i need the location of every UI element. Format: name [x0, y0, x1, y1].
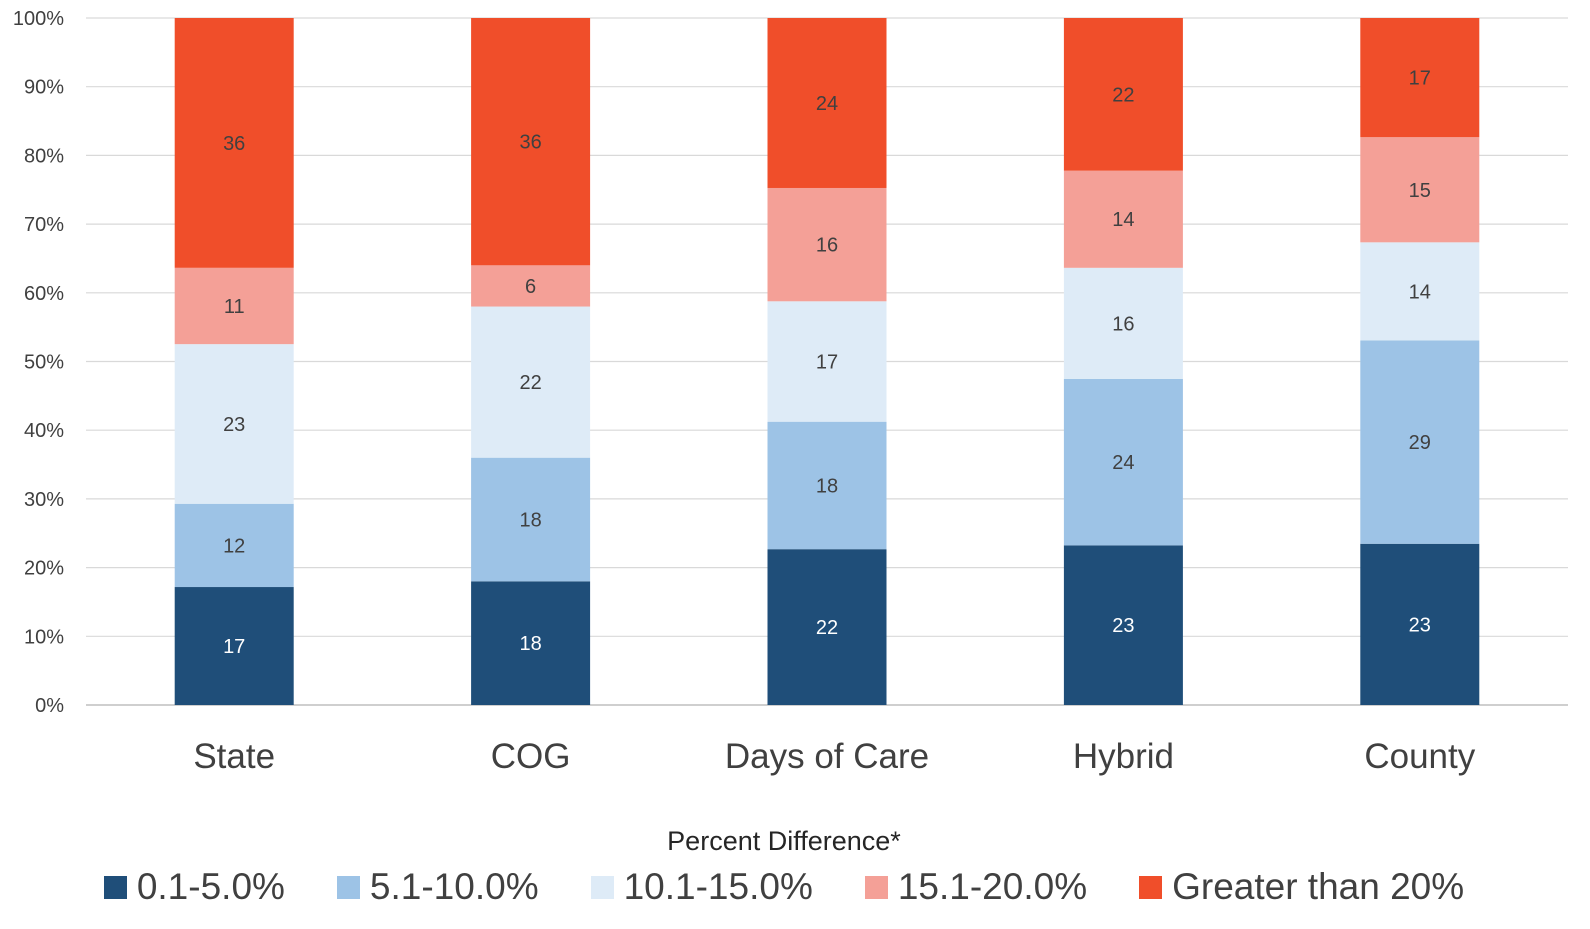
- legend-label: 15.1-20.0%: [897, 866, 1088, 907]
- bar-segment: [1063, 18, 1183, 171]
- bar-segment: [767, 549, 887, 705]
- data-label: 15: [1409, 180, 1431, 202]
- legend-swatch: [103, 875, 127, 899]
- bar-segment: [1360, 543, 1480, 705]
- data-label: 17: [1409, 68, 1431, 90]
- bar-segment: [471, 265, 591, 307]
- y-tick-label: 20%: [24, 558, 64, 580]
- data-label: 36: [519, 132, 541, 154]
- data-label: 22: [519, 372, 541, 394]
- data-label: 16: [816, 235, 838, 257]
- bar-segment: [471, 306, 591, 458]
- y-tick-label: 90%: [24, 77, 64, 99]
- y-tick-label: 60%: [24, 283, 64, 305]
- data-label: 22: [1112, 84, 1134, 106]
- stacked-bar-chart: 0% 10% 20% 30% 40% 50% 60% 70% 80% 90% 100% 17 12 23…: [13, 8, 1568, 776]
- bar-segment: [1063, 545, 1183, 705]
- legend-swatch: [1139, 875, 1163, 899]
- legend-swatch: [336, 875, 360, 899]
- bar-segment: [1360, 18, 1480, 138]
- legend-label: 0.1-5.0%: [136, 866, 285, 907]
- x-tick-label: Hybrid: [1073, 737, 1174, 776]
- y-axis: 0% 10% 20% 30% 40% 50% 60% 70% 80% 90% 100%: [13, 8, 64, 717]
- bar-segment: [174, 587, 294, 705]
- bar-segment: [1360, 340, 1480, 544]
- legend-label: 10.1-15.0%: [623, 866, 813, 907]
- bar-segment: [1063, 170, 1183, 268]
- legend-item: Greater than 20%: [1139, 866, 1464, 908]
- data-label: 18: [519, 510, 541, 532]
- bar-segment: [767, 301, 887, 422]
- y-tick-label: 70%: [24, 214, 64, 236]
- data-label: 23: [1409, 614, 1431, 636]
- y-tick-label: 80%: [24, 145, 64, 167]
- data-label: 24: [816, 93, 838, 115]
- legend-item: 10.1-15.0%: [590, 866, 813, 908]
- x-tick-label: COG: [491, 737, 571, 776]
- data-label: 29: [1409, 432, 1431, 454]
- data-label: 14: [1112, 209, 1134, 231]
- legend-item: 5.1-10.0%: [336, 866, 539, 908]
- bar-segment: [767, 18, 887, 188]
- x-axis: State COG Days of Care Hybrid County: [193, 737, 1475, 776]
- data-label: 24: [1112, 452, 1134, 474]
- bar-segment: [767, 421, 887, 550]
- data-label: 22: [816, 617, 838, 639]
- data-label: 18: [519, 633, 541, 655]
- data-label: 23: [223, 414, 245, 436]
- y-tick-label: 0%: [35, 695, 64, 717]
- data-label: 14: [1409, 281, 1431, 303]
- x-tick-label: Days of Care: [725, 737, 929, 776]
- bar-segment: [174, 344, 294, 504]
- bar-segment: [1063, 378, 1183, 546]
- data-label: 6: [525, 276, 536, 298]
- bar-segment: [471, 581, 591, 705]
- y-tick-label: 40%: [24, 420, 64, 442]
- legend-label: 5.1-10.0%: [369, 866, 539, 907]
- legend-item: 15.1-20.0%: [864, 866, 1088, 908]
- bar-segment: [174, 503, 294, 588]
- data-label: 17: [223, 636, 245, 658]
- data-label: 36: [223, 133, 245, 155]
- data-label: 16: [1112, 313, 1134, 335]
- legend-swatch: [590, 875, 614, 899]
- y-tick-label: 50%: [24, 352, 64, 374]
- y-tick-label: 100%: [13, 8, 64, 30]
- bar-segment: [1063, 267, 1183, 379]
- bars: 17 12 23 11 36 18 18 22 6 36 22 18 17 16 24 23 24 16 14 22 2…: [174, 18, 1480, 705]
- bar-segment: [174, 267, 294, 345]
- bar-segment: [1360, 137, 1480, 243]
- legend-swatch: [864, 875, 888, 899]
- bar-segment: [471, 457, 591, 582]
- legend-item: 0.1-5.0%: [103, 866, 285, 908]
- legend-label: Greater than 20%: [1172, 866, 1465, 907]
- bar-segment: [471, 18, 591, 266]
- bar-segment: [767, 187, 887, 302]
- bar-segment: [174, 18, 294, 268]
- x-tick-label: State: [193, 737, 275, 776]
- data-label: 23: [1112, 615, 1134, 637]
- data-label: 11: [224, 296, 245, 318]
- data-label: 12: [223, 535, 245, 557]
- y-tick-label: 10%: [24, 626, 64, 648]
- legend: 0.1-5.0% 5.1-10.0% 10.1-15.0% 15.1-20.0% Gre…: [0, 866, 1568, 908]
- x-tick-label: County: [1364, 737, 1475, 776]
- bar-segment: [1360, 242, 1480, 341]
- legend-title: Percent Difference*: [667, 826, 901, 856]
- y-tick-label: 30%: [24, 489, 64, 511]
- data-label: 17: [816, 352, 838, 374]
- data-label: 18: [816, 475, 838, 497]
